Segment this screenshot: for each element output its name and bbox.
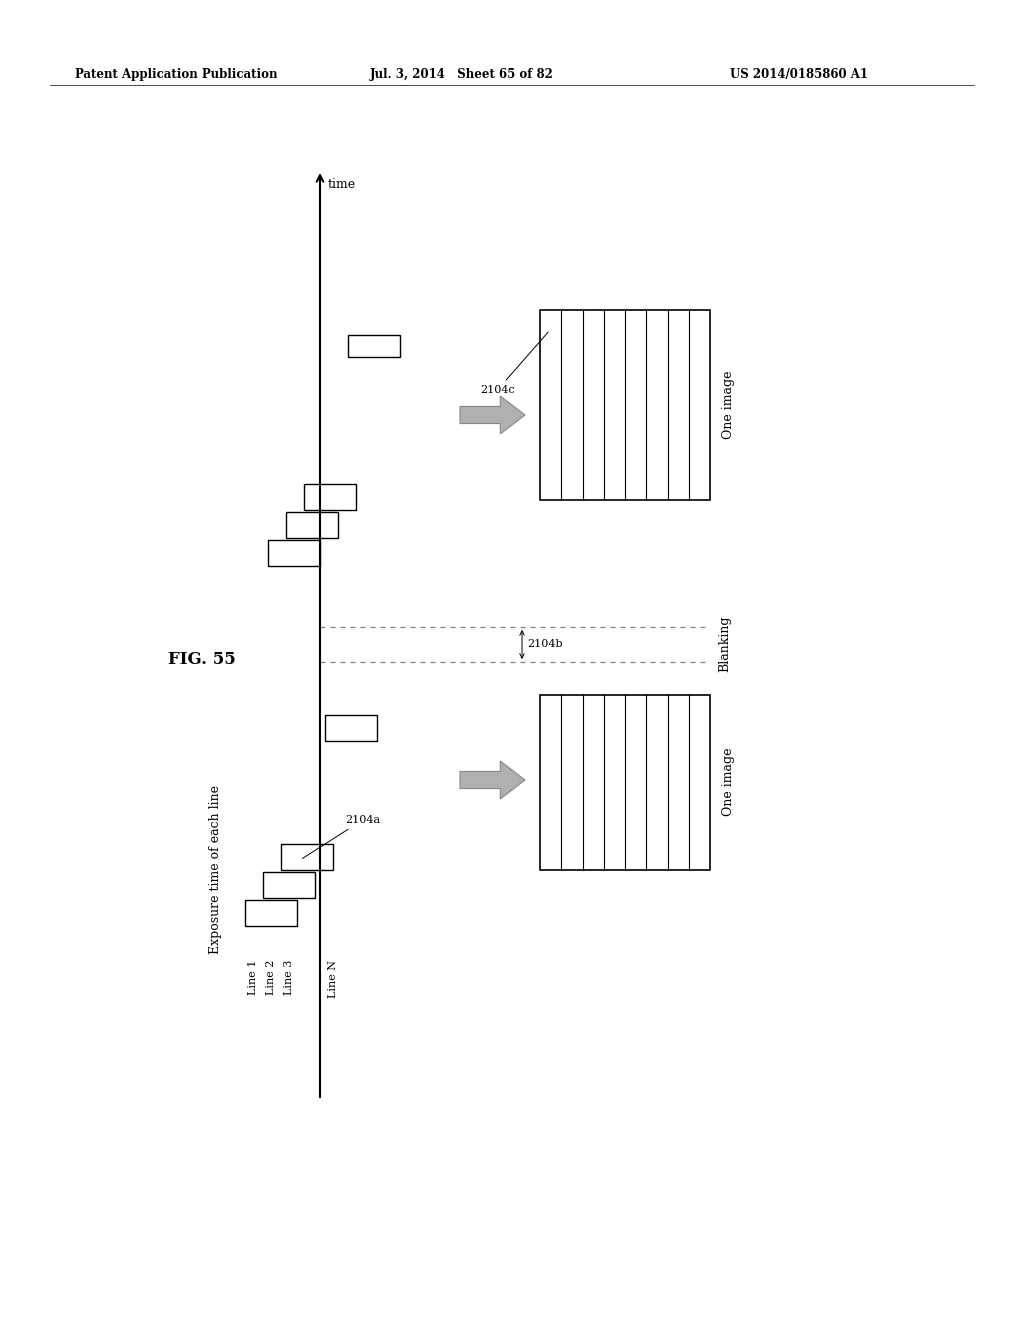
Text: One image: One image (722, 747, 735, 816)
Bar (540, 310, 710, 500)
Text: Line N: Line N (328, 960, 338, 998)
Text: Patent Application Publication: Patent Application Publication (75, 69, 278, 81)
Bar (281, 843, 333, 870)
Text: 2104c: 2104c (480, 333, 548, 395)
Text: time: time (328, 178, 356, 191)
Bar (245, 900, 297, 927)
FancyArrow shape (460, 396, 525, 434)
Bar (304, 484, 356, 510)
Text: Blanking: Blanking (718, 615, 731, 672)
Bar (540, 696, 710, 870)
Text: Line 2: Line 2 (266, 960, 276, 995)
Text: 2104b: 2104b (527, 639, 562, 649)
Bar (268, 540, 319, 566)
Text: One image: One image (722, 371, 735, 440)
Text: Exposure time of each line: Exposure time of each line (209, 785, 221, 954)
Text: Jul. 3, 2014   Sheet 65 of 82: Jul. 3, 2014 Sheet 65 of 82 (370, 69, 554, 81)
Text: Line 3: Line 3 (284, 960, 294, 995)
Text: Line 1: Line 1 (248, 960, 258, 995)
Bar (263, 873, 315, 898)
Bar (348, 335, 400, 358)
Bar (286, 512, 338, 539)
Text: 2104a: 2104a (302, 814, 380, 858)
Bar (325, 715, 377, 741)
Text: FIG. 55: FIG. 55 (168, 652, 236, 668)
FancyArrow shape (460, 762, 525, 799)
Text: US 2014/0185860 A1: US 2014/0185860 A1 (730, 69, 868, 81)
